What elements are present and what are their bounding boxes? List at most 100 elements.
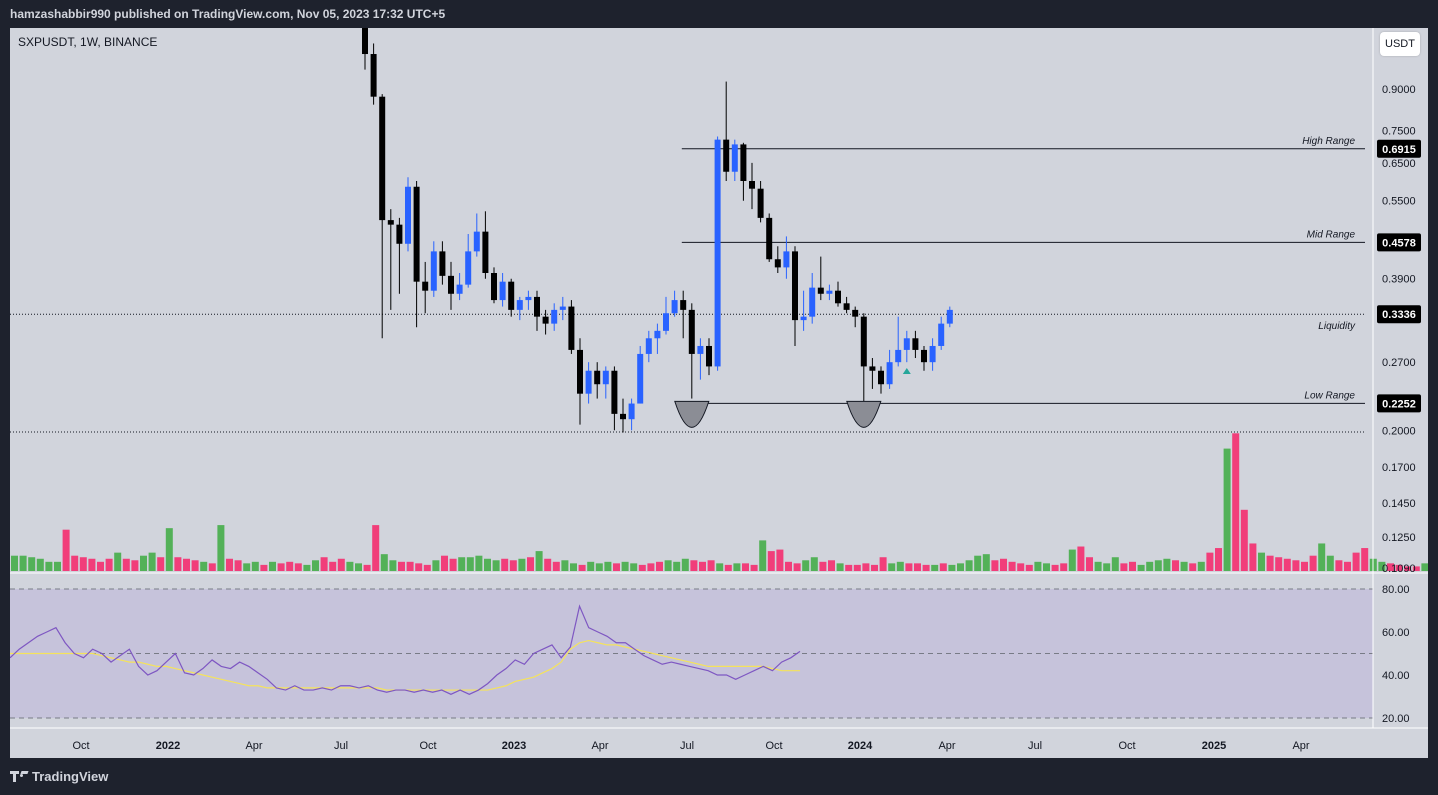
candle xyxy=(783,236,790,279)
candle xyxy=(731,139,738,182)
candle-body xyxy=(559,306,566,310)
volume-bar xyxy=(1223,448,1231,571)
candle xyxy=(491,267,497,304)
price-tick-label: 0.1250 xyxy=(1382,532,1416,544)
candle xyxy=(912,330,919,359)
level-price-badge xyxy=(1377,139,1421,158)
volume-bar xyxy=(1258,552,1265,571)
volume-bar xyxy=(647,563,655,571)
price-tick-label: 0.1090 xyxy=(1382,563,1416,575)
candle xyxy=(749,162,755,210)
rsi-tick-label: 20.00 xyxy=(1382,713,1410,725)
tradingview-logo[interactable]: TradingView xyxy=(10,769,108,784)
candle xyxy=(499,273,506,307)
candle-body xyxy=(594,370,601,385)
candle xyxy=(379,94,386,339)
time-tick-label: Jul xyxy=(680,740,694,752)
volume-bar xyxy=(1094,561,1102,571)
candle xyxy=(869,358,876,389)
candle-body xyxy=(448,275,454,294)
candle-body xyxy=(456,284,463,294)
candle-body xyxy=(714,139,721,367)
volume-bar xyxy=(939,563,947,571)
chart-svg[interactable]: High Range Mid Range Liquidity Low Range 0.… xyxy=(10,28,1428,758)
volume-bar xyxy=(922,564,930,571)
candle-body xyxy=(611,370,618,414)
price-tick-label: 0.3900 xyxy=(1382,274,1416,286)
volume-bar xyxy=(888,563,896,571)
chart-frame[interactable]: High Range Mid Range Liquidity Low Range 0.… xyxy=(10,28,1428,758)
volume-bar xyxy=(991,560,999,571)
candle-body xyxy=(886,362,893,385)
time-tick-label: Oct xyxy=(72,740,89,752)
candle xyxy=(602,366,609,399)
candle xyxy=(387,209,394,310)
candle-body xyxy=(800,316,807,321)
volume-bar xyxy=(707,560,715,571)
candle xyxy=(826,284,833,301)
rsi-tick-label: 60.00 xyxy=(1382,627,1410,639)
volume-bar xyxy=(62,529,70,571)
candle-body xyxy=(439,251,446,276)
volume-bar xyxy=(1146,561,1154,571)
candle-body xyxy=(422,281,429,291)
annotations xyxy=(674,368,911,428)
candle xyxy=(895,316,902,367)
volume-bar xyxy=(1180,561,1188,571)
volume-bar xyxy=(251,561,259,571)
volume-bar xyxy=(982,554,990,571)
candle xyxy=(594,362,601,399)
candle xyxy=(878,366,884,394)
volume-bar xyxy=(1275,557,1283,571)
candle xyxy=(577,338,583,425)
candle-body xyxy=(628,403,635,420)
candle-body xyxy=(482,231,489,274)
candle-body xyxy=(921,349,927,363)
candle-body xyxy=(413,186,420,282)
volume-bar xyxy=(630,563,638,571)
volume-bar xyxy=(1344,561,1351,571)
volume-bar xyxy=(690,560,698,571)
level-label: High Range xyxy=(1302,136,1355,147)
candle-body xyxy=(929,345,936,363)
time-tick-label: 2022 xyxy=(156,740,180,752)
candle xyxy=(473,213,480,257)
time-tick-label: Apr xyxy=(245,740,262,752)
volume-bar xyxy=(1008,561,1016,571)
volume-bar xyxy=(724,564,732,571)
volume-bar xyxy=(1206,552,1214,571)
volume-bar xyxy=(234,560,242,571)
volume-bar xyxy=(1335,560,1343,571)
volume-bar xyxy=(836,563,844,571)
candle-body xyxy=(843,303,850,310)
volume-bar xyxy=(1000,558,1007,571)
price-axis[interactable]: 0.9000 0.7500 0.6500 0.5500 0.3900 0.2700 0.20… xyxy=(1372,28,1421,728)
rsi-tick-label: 80.00 xyxy=(1382,584,1410,596)
volume-bar xyxy=(200,561,208,571)
volume-bar xyxy=(45,561,53,571)
volume-bar xyxy=(793,563,801,571)
candle-body xyxy=(706,345,712,367)
volume-bar xyxy=(561,560,569,571)
currency-button[interactable]: USDT xyxy=(1380,32,1420,56)
time-tick-label: Jul xyxy=(1028,740,1042,752)
candle xyxy=(637,345,644,404)
candle xyxy=(362,28,368,70)
footer: TradingView xyxy=(0,758,1438,795)
volume-bar xyxy=(957,563,964,571)
time-axis[interactable]: Oct 2022 Apr Jul Oct 2023 Apr Jul Oct 2024 Apr Jul O… xyxy=(72,740,1309,752)
candle xyxy=(370,43,377,105)
candle xyxy=(723,81,730,182)
volume-bar xyxy=(931,564,939,571)
volume-bar xyxy=(552,561,560,571)
volume-bar xyxy=(1378,561,1386,571)
volume-bar xyxy=(1240,509,1248,571)
candle-body xyxy=(516,300,523,310)
candle xyxy=(542,309,549,335)
candle-body xyxy=(473,231,480,252)
rsi-band xyxy=(10,589,1373,718)
candle-body xyxy=(465,251,472,285)
volume-bar xyxy=(1129,561,1136,571)
candle-body xyxy=(740,144,747,182)
candle-body xyxy=(370,54,377,97)
